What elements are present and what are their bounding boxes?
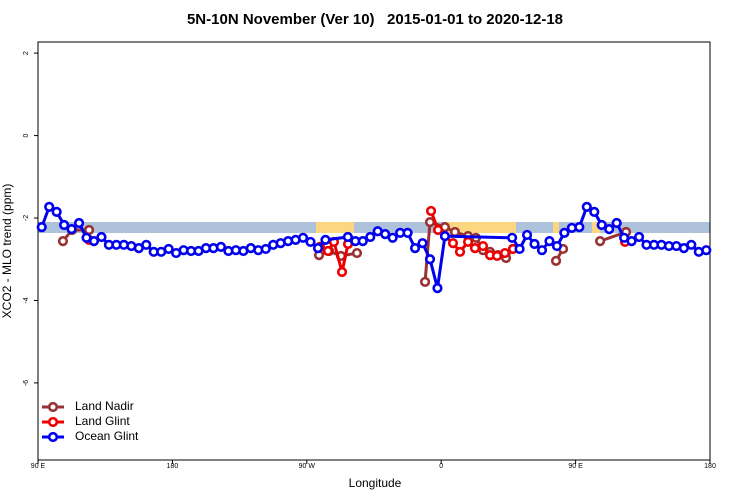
data-point	[581, 201, 592, 212]
data-point	[469, 243, 481, 254]
data-point	[550, 255, 562, 266]
data-point	[604, 224, 615, 235]
y-tick-label: -2	[23, 215, 30, 221]
data-point	[536, 245, 548, 256]
data-point	[432, 224, 444, 236]
data-point	[387, 232, 398, 243]
data-point	[419, 276, 431, 288]
data-point	[626, 236, 637, 247]
data-point	[336, 266, 348, 278]
data-point	[462, 236, 474, 248]
data-point	[551, 240, 563, 252]
y-axis-label: XCO2 - MLO trend (ppm)	[0, 184, 14, 319]
data-point	[424, 254, 436, 265]
data-point	[305, 236, 316, 248]
y-tick-label: 0	[23, 134, 30, 138]
data-point	[521, 229, 533, 241]
data-point	[322, 245, 334, 257]
band	[38, 222, 710, 233]
y-tick-label: -4	[23, 297, 30, 303]
data-point	[499, 247, 511, 259]
data-point	[589, 206, 600, 217]
data-point	[260, 243, 271, 255]
data-point	[491, 250, 503, 262]
data-point	[320, 234, 331, 245]
data-point	[477, 240, 489, 252]
data-point	[88, 236, 100, 247]
data-point	[66, 224, 77, 235]
data-point	[402, 227, 413, 238]
x-tick-label: 0	[439, 463, 443, 470]
band-highlight	[553, 222, 559, 233]
data-point	[342, 231, 353, 243]
y-tick-label: 2	[23, 51, 30, 55]
data-point	[365, 231, 376, 243]
data-point	[544, 236, 555, 247]
data-point	[141, 239, 152, 250]
legend-marker	[47, 431, 59, 443]
x-axis-label: Longitude	[349, 476, 402, 490]
legend-marker	[47, 416, 59, 428]
data-point	[432, 283, 443, 294]
data-point	[36, 221, 47, 233]
data-point	[454, 246, 466, 257]
data-point	[51, 206, 62, 217]
data-point	[417, 238, 428, 249]
data-point	[439, 231, 451, 242]
data-point	[596, 219, 607, 231]
data-point	[297, 232, 309, 243]
data-point	[163, 243, 174, 255]
chart-title: 5N-10N November (Ver 10) 2015-01-01 to 2…	[187, 11, 563, 28]
legend-marker	[47, 401, 59, 413]
data-point	[44, 201, 55, 212]
x-tick-label: 90 E	[568, 463, 583, 470]
legend-label: Land Glint	[75, 414, 130, 428]
x-tick-label: 90 W	[299, 463, 316, 470]
data-point	[57, 236, 69, 247]
y-tick-label: -6	[23, 380, 30, 386]
data-point	[59, 219, 70, 231]
x-tick-label: 180	[167, 463, 179, 470]
data-point	[96, 231, 107, 243]
data-point	[357, 236, 368, 247]
legend-label: Land Nadir	[75, 399, 134, 413]
data-point	[559, 227, 570, 238]
data-point	[611, 217, 622, 229]
data-point	[351, 247, 363, 259]
data-point	[380, 228, 391, 240]
data-point	[73, 217, 85, 229]
data-point	[447, 238, 459, 249]
data-point	[686, 239, 697, 250]
background-band	[38, 222, 710, 233]
data-point	[425, 205, 437, 217]
data-point	[529, 238, 540, 250]
data-point	[507, 232, 518, 243]
data-point	[633, 231, 645, 243]
x-tick-label: 180	[704, 463, 716, 470]
x-tick-label: 90 E	[31, 463, 46, 470]
band-highlight	[592, 222, 600, 233]
data-point	[449, 226, 461, 238]
data-point	[215, 241, 227, 252]
data-point	[312, 243, 324, 254]
band-highlight	[316, 222, 354, 233]
data-point	[574, 221, 585, 233]
data-point	[594, 236, 606, 247]
data-point	[409, 243, 421, 254]
data-point	[83, 224, 95, 236]
band-highlight	[446, 222, 516, 233]
data-point	[701, 245, 712, 256]
legend-label: Ocean Glint	[75, 429, 139, 443]
data-point	[514, 243, 525, 255]
